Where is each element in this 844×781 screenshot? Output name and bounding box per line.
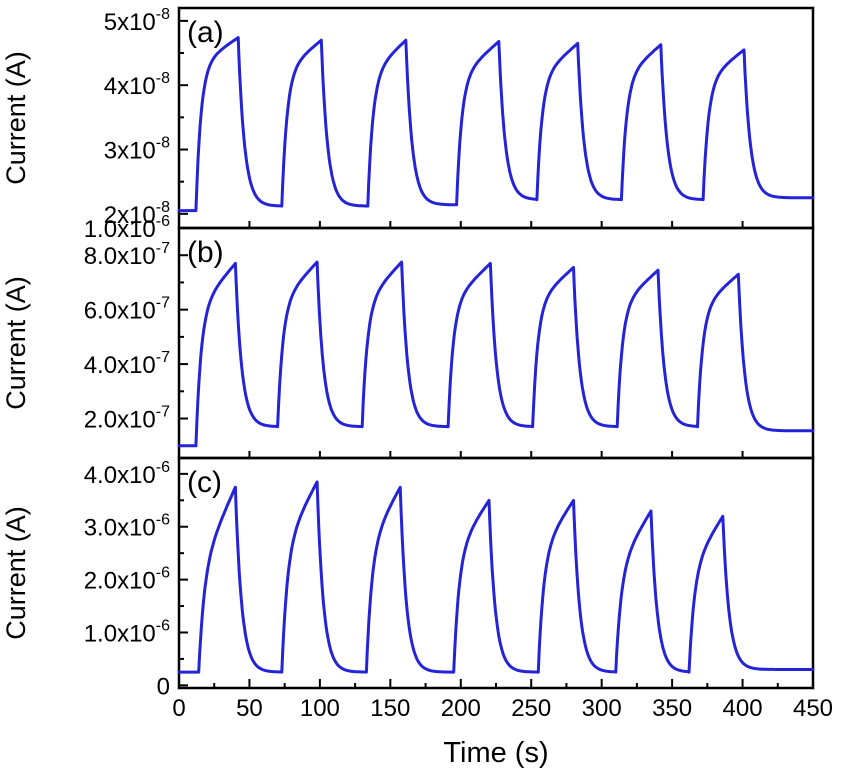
y-tick-label: 3x10-8 [104, 135, 170, 165]
y-tick-label: 2.0x10-7 [84, 404, 170, 434]
y-tick-label: 1.0x10-6 [84, 213, 170, 243]
y-tick-label: 4.0x10-6 [84, 459, 170, 489]
x-tick-label: 0 [172, 695, 185, 722]
x-axis-title: Time (s) [443, 737, 548, 769]
panel-label: (c) [187, 466, 222, 499]
panels: 2x10-8 3x10-8 4x10-8 5x10-8 1.0x10-6 (a) Curre… [1, 6, 815, 700]
y-axis-title: Current (A) [1, 51, 31, 185]
y-tick-label: 5x10-8 [104, 6, 170, 36]
panel-label: (a) [187, 16, 224, 49]
plot-frame [177, 6, 815, 230]
y-tick-label: 1.0x10-6 [84, 617, 170, 647]
y-axis-title: Current (A) [1, 276, 31, 410]
x-tick-label: 200 [441, 695, 481, 722]
series-line [177, 260, 815, 448]
y-tick-label: 3.0x10-6 [84, 512, 170, 542]
series-line [177, 480, 815, 674]
panel-label: (b) [187, 236, 224, 269]
panel-1: 2x10-8 3x10-8 4x10-8 5x10-8 1.0x10-6 (a) Curre… [1, 6, 815, 243]
x-tick-label: 300 [582, 695, 622, 722]
y-tick-label: 2x10-8 [104, 199, 170, 229]
x-tick-label: 50 [236, 695, 263, 722]
x-axis: 0 50 100 150 200 250 300 350 400 450 [172, 221, 833, 722]
y-tick-label: 4x10-8 [104, 70, 170, 100]
panel-3: 0 1.0x10-6 2.0x10-6 3.0x10-6 4.0x10-6 (c) Curr… [1, 456, 815, 700]
x-tick-label: 350 [652, 695, 692, 722]
panel-2: 2.0x10-7 4.0x10-7 6.0x10-7 8.0x10-7 (b) Curre… [1, 226, 815, 460]
y-axis-title: Current (A) [1, 506, 31, 640]
x-tick-label: 450 [793, 695, 833, 722]
y-tick-label: 8.0x10-7 [84, 240, 170, 270]
y-tick-label: 0 [157, 673, 170, 700]
x-tick-label: 400 [723, 695, 763, 722]
y-tick-label: 6.0x10-7 [84, 295, 170, 325]
plot-frame [177, 456, 815, 690]
x-tick-label: 100 [300, 695, 340, 722]
series-line [177, 36, 815, 213]
y-tick-label: 2.0x10-6 [84, 565, 170, 595]
x-tick-label: 250 [511, 695, 551, 722]
y-tick-label: 4.0x10-7 [84, 349, 170, 379]
x-tick-label: 150 [370, 695, 410, 722]
